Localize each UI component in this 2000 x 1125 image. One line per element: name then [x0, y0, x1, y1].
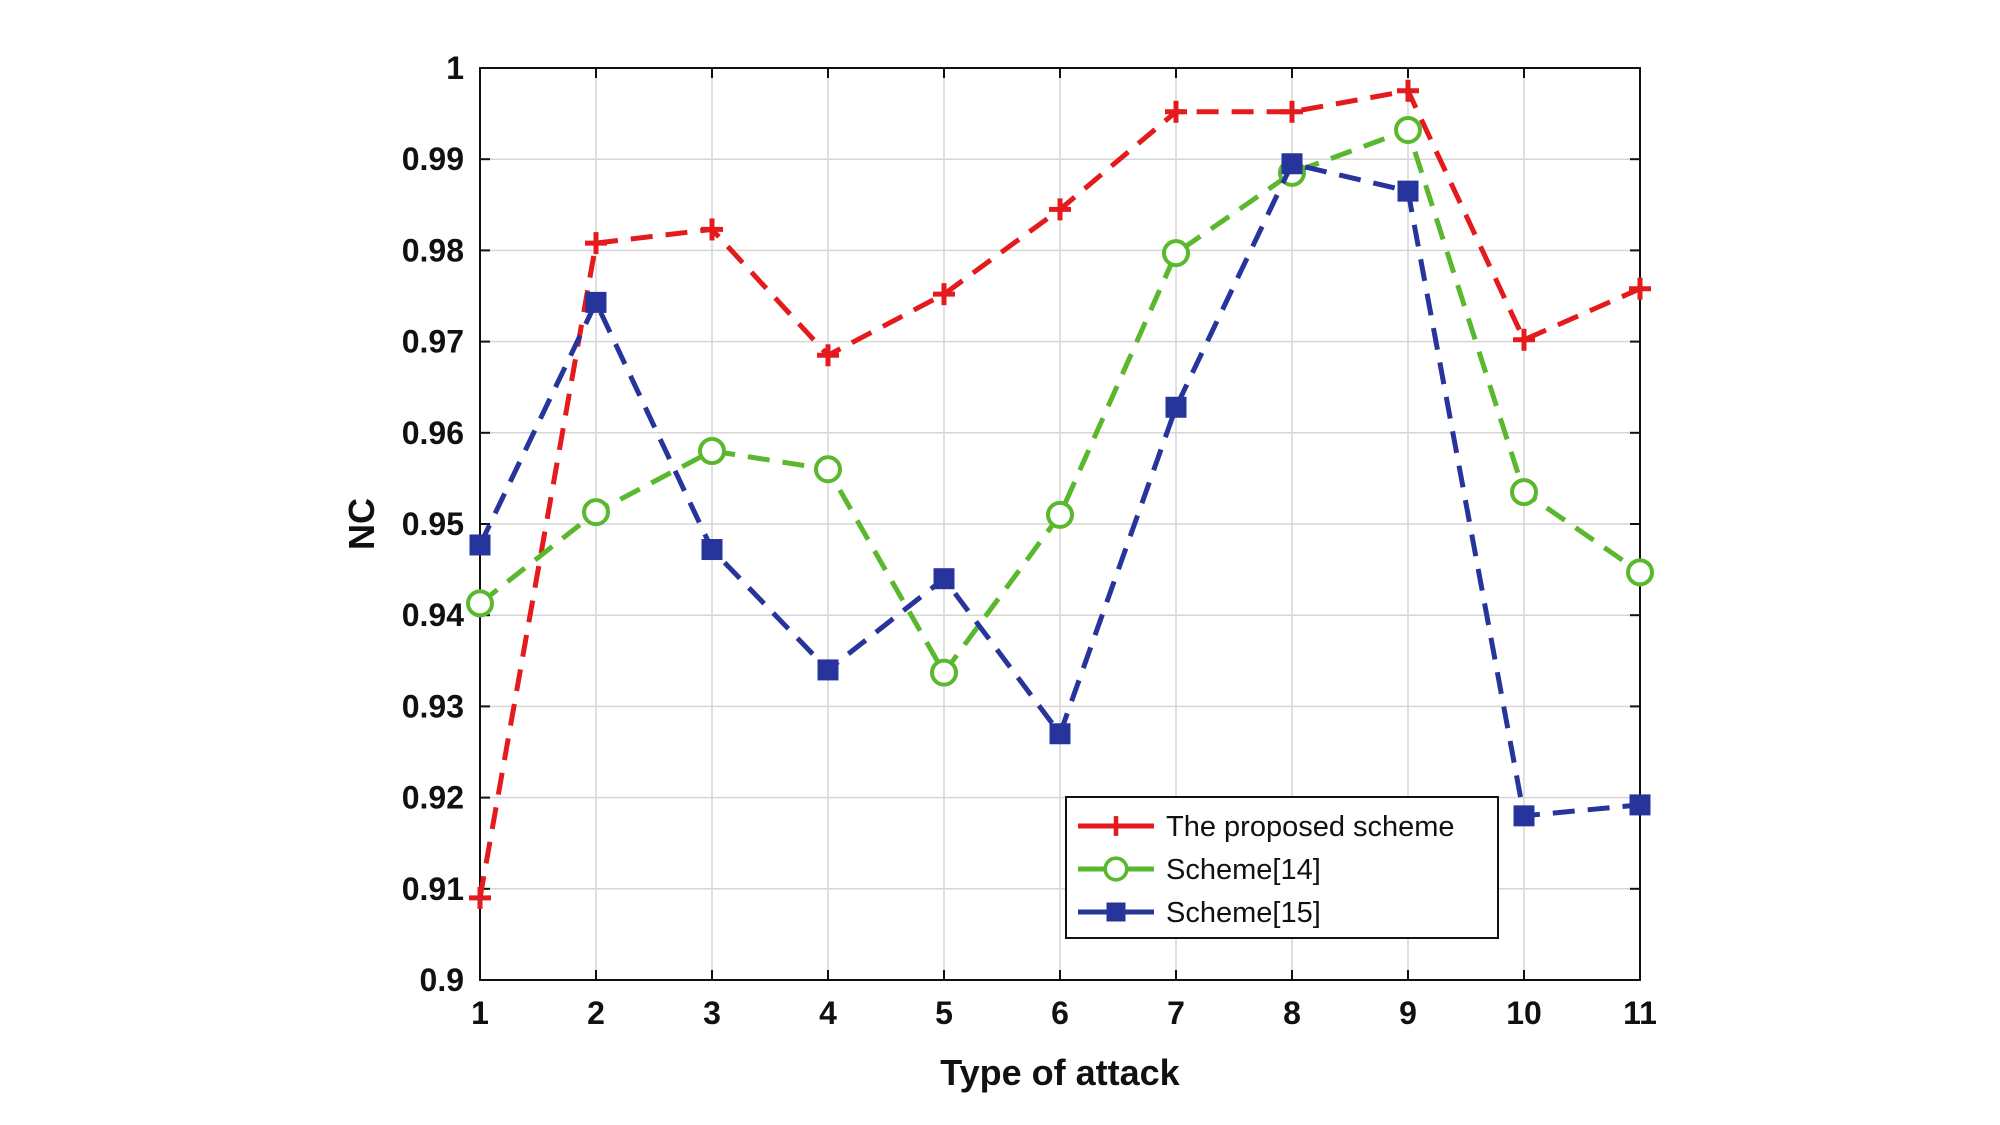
series	[466, 116, 1654, 687]
y-tick-label: 0.99	[402, 141, 464, 177]
plus-marker	[1165, 100, 1187, 123]
x-tick-label: 4	[819, 995, 837, 1031]
plus-marker	[1397, 79, 1419, 102]
legend-label: Scheme[15]	[1166, 897, 1321, 929]
x-axis-title: Type of attack	[940, 1052, 1180, 1093]
legend-label: Scheme[14]	[1166, 854, 1321, 886]
plus-marker	[1281, 100, 1303, 123]
legend-item: Scheme[15]	[1078, 897, 1321, 929]
circle-marker	[698, 437, 726, 466]
series	[469, 79, 1651, 909]
series	[469, 153, 1651, 827]
square-marker	[933, 568, 955, 590]
x-tick-label: 10	[1506, 995, 1542, 1031]
y-tick-label: 0.97	[402, 324, 464, 360]
y-tick-label: 0.96	[402, 415, 464, 451]
square-marker	[1397, 180, 1419, 202]
legend-item: Scheme[14]	[1078, 854, 1321, 886]
plus-marker	[469, 886, 491, 909]
x-tick-label: 1	[471, 995, 489, 1031]
y-tick-label: 0.91	[402, 871, 464, 907]
legend-item: The proposed scheme	[1078, 811, 1455, 843]
square-marker	[701, 539, 723, 561]
plus-marker	[701, 218, 723, 241]
x-tick-label: 9	[1399, 995, 1417, 1031]
plus-marker	[1106, 816, 1126, 836]
square-marker	[469, 534, 491, 556]
square-marker	[1165, 396, 1187, 418]
circle-marker	[1510, 478, 1538, 507]
square-marker	[1106, 902, 1126, 922]
circle-marker	[930, 658, 958, 687]
x-tick-label: 7	[1167, 995, 1185, 1031]
circle-marker	[582, 498, 610, 527]
x-tick-label: 5	[935, 995, 953, 1031]
y-tick-label: 0.92	[402, 780, 464, 816]
square-marker	[1049, 723, 1071, 745]
y-tick-label: 0.98	[402, 232, 464, 268]
circle-marker	[1626, 558, 1654, 587]
square-marker	[585, 291, 607, 313]
circle-marker	[1162, 239, 1190, 268]
y-tick-label: 0.94	[402, 597, 464, 633]
plus-marker	[585, 232, 607, 255]
square-marker	[817, 659, 839, 681]
circle-marker	[814, 455, 842, 484]
circle-marker	[1046, 500, 1074, 529]
plus-marker	[933, 283, 955, 306]
circle-marker	[466, 589, 494, 618]
circle-marker	[1394, 116, 1422, 145]
square-marker	[1513, 805, 1535, 827]
y-tick-label: 0.95	[402, 506, 464, 542]
x-tick-label: 11	[1623, 995, 1657, 1031]
x-tick-label: 3	[703, 995, 721, 1031]
plus-marker	[817, 344, 839, 367]
y-tick-label: 1	[446, 50, 464, 86]
x-tick-label: 6	[1051, 995, 1069, 1031]
y-tick-label: 0.93	[402, 688, 464, 724]
legend-label: The proposed scheme	[1166, 811, 1455, 843]
plus-marker	[1049, 198, 1071, 221]
circle-marker	[1103, 856, 1129, 882]
x-tick-label: 2	[587, 995, 605, 1031]
y-axis-title: NC	[341, 498, 382, 550]
square-marker	[1281, 153, 1303, 175]
x-tick-label: 8	[1283, 995, 1301, 1031]
series-group	[466, 79, 1654, 909]
square-marker	[1629, 794, 1651, 816]
plus-marker	[1629, 277, 1651, 300]
legend: The proposed scheme Scheme[14] Scheme[15]	[1065, 796, 1499, 939]
y-tick-label: 0.9	[420, 962, 464, 998]
plus-marker	[1513, 328, 1535, 351]
axis-ticks: 0.9 0.91 0.92 0.93 0.94 0.95 0.96 0.97 0.98 0.99 1…	[402, 50, 1657, 1031]
